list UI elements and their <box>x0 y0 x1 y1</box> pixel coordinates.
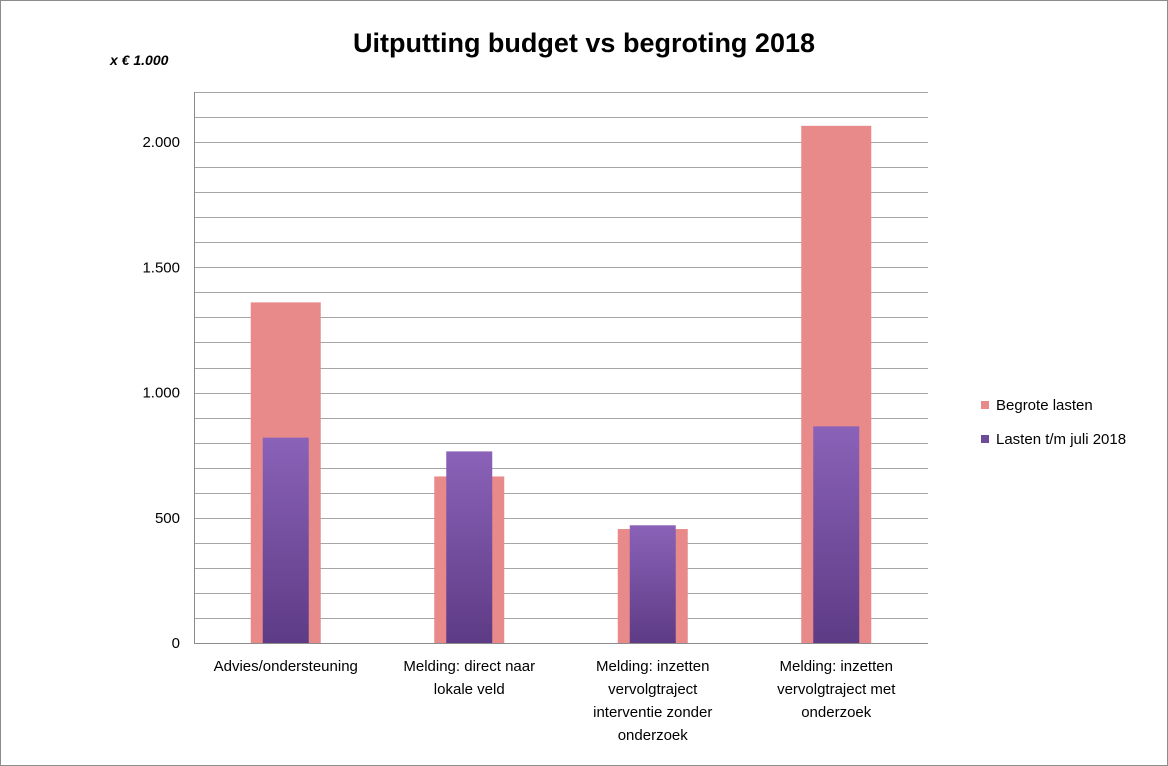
y-tick-label: 500 <box>155 510 180 527</box>
bar-lasten-juli <box>446 451 493 643</box>
legend-item-lasten-juli: Lasten t/m juli 2018 <box>981 429 1126 449</box>
x-category-label: onderzoek <box>801 704 872 721</box>
x-category-label: lokale veld <box>434 681 505 698</box>
chart-title: Uitputting budget vs begroting 2018 <box>352 28 815 58</box>
y-tick-label: 1.500 <box>142 259 180 276</box>
y-tick-label: 1.000 <box>142 385 180 402</box>
y-tick-label: 0 <box>172 635 180 652</box>
legend-swatch-begrote-icon <box>981 401 989 409</box>
legend-item-begrote-lasten: Begrote lasten <box>981 395 1093 415</box>
x-category-label: onderzoek <box>618 727 689 744</box>
y-tick-label: 2.000 <box>142 134 180 151</box>
bar-lasten-juli <box>262 437 309 643</box>
legend-swatch-lasten-icon <box>981 435 989 443</box>
axes: 0 500 1.000 1.500 2.000 Advies/ondersteuning M… <box>142 92 928 744</box>
x-category-label: vervolgtraject met <box>777 681 896 698</box>
legend-label: Begrote lasten <box>996 396 1093 414</box>
x-category-label: Melding: inzetten <box>780 658 893 675</box>
x-category-label: Melding: direct naar <box>403 658 535 675</box>
x-category-label: Advies/ondersteuning <box>214 658 358 675</box>
bars <box>250 125 872 644</box>
legend-label: Lasten t/m juli 2018 <box>996 430 1127 448</box>
x-category-label: Melding: inzetten <box>596 658 709 675</box>
y-unit-label: x € 1.000 <box>110 52 169 68</box>
x-category-label: vervolgtraject <box>608 681 698 698</box>
x-category-label: interventie zonder <box>593 704 712 721</box>
bar-lasten-juli <box>813 426 860 643</box>
bar-lasten-juli <box>629 525 676 643</box>
